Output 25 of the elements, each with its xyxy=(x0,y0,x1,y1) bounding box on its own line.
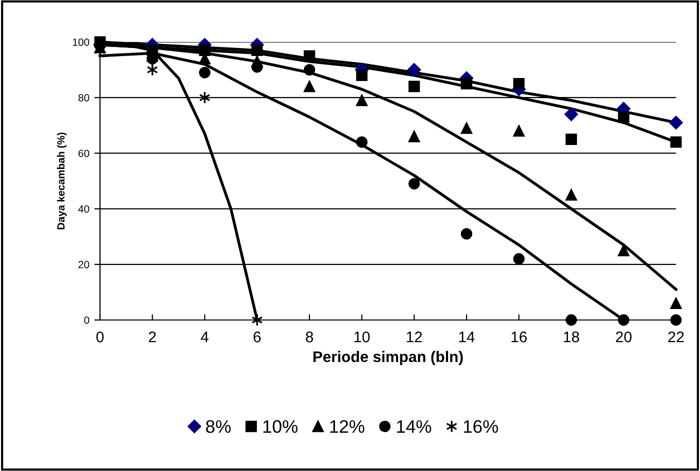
x-tick-label: 2 xyxy=(148,332,156,342)
x-tick-label: 8 xyxy=(306,332,314,342)
x-tick-label: 12 xyxy=(406,332,422,342)
x-tick-label: 18 xyxy=(564,332,580,342)
x-tick-label: 22 xyxy=(668,332,684,342)
y-axis-title: Daya kecambah (%) xyxy=(56,132,67,230)
x-tick-label: 20 xyxy=(616,332,632,342)
x-tick-label: 10 xyxy=(354,332,370,342)
x-tick-label: 14 xyxy=(459,332,475,342)
x-tick-label: 16 xyxy=(512,332,527,342)
y-tick-label: 20 xyxy=(78,260,90,268)
legend-label: 16% xyxy=(464,420,498,433)
legend-label: 10% xyxy=(263,420,298,433)
x-axis-title: Periode simpan (bln) xyxy=(313,350,463,366)
y-tick-label: 80 xyxy=(78,94,90,102)
x-tick-label: 4 xyxy=(200,332,209,342)
x-tick-label: 6 xyxy=(254,332,261,342)
x-tick-label: 0 xyxy=(96,332,104,342)
legend-label: 8% xyxy=(206,420,231,433)
y-tick-label: 40 xyxy=(78,205,90,213)
legend-label: 14% xyxy=(397,420,432,433)
y-tick-label: 100 xyxy=(73,38,90,46)
y-tick-label: 0 xyxy=(84,316,90,324)
legend-label: 12% xyxy=(330,420,364,433)
y-tick-label: 60 xyxy=(78,150,90,158)
